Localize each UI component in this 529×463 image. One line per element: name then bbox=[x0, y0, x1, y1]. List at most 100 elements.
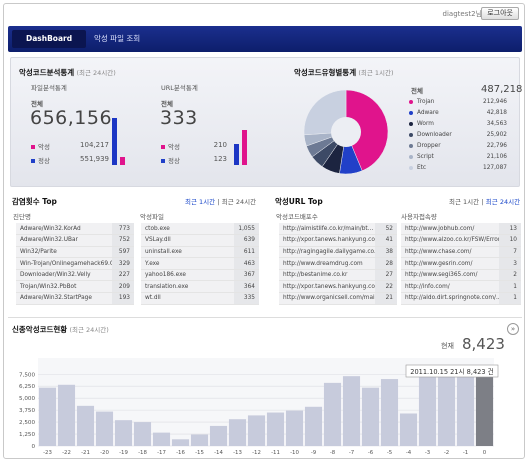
legend-dot-icon bbox=[409, 132, 413, 137]
infection-name-name[interactable]: Trojan/Win32.PbBot bbox=[16, 280, 112, 294]
url-access-name[interactable]: http://aldo.dirt.springnote.com/... bbox=[401, 292, 499, 305]
chart-bar[interactable] bbox=[38, 387, 57, 446]
infection-link-separator: | bbox=[217, 198, 220, 206]
url-access-row[interactable]: http://www.jobhub.com/13 bbox=[401, 223, 521, 236]
url-period-links: 최근 1시간 | 최근 24시간 bbox=[449, 196, 520, 206]
infection-file-count: 367 bbox=[234, 269, 259, 282]
infection-file-row[interactable]: uninstall.exe 611 bbox=[141, 246, 259, 259]
chart-bar[interactable] bbox=[456, 369, 475, 446]
infection-file-row[interactable]: translation.exe 364 bbox=[141, 280, 259, 294]
url-distribution-name[interactable]: http://www.organicsell.com/main.og... bbox=[279, 292, 375, 305]
chart-bar[interactable] bbox=[304, 406, 323, 446]
url-distribution-row[interactable]: http://ragingagile.dailygame.co.kr 38 bbox=[279, 246, 397, 259]
infection-name-name[interactable]: Adware/Win32.KorAd bbox=[16, 223, 112, 236]
chart-bar[interactable] bbox=[209, 425, 228, 446]
infection-name-row[interactable]: Win32/Parite 597 bbox=[16, 246, 134, 259]
url-distribution-row[interactable]: http://xpor.tanews.hankyung.com/...41 bbox=[279, 234, 397, 247]
url-access-row[interactable]: http://aldo.dirt.springnote.com/... 1 bbox=[401, 292, 521, 305]
url-access-name[interactable]: http://info.com/ bbox=[401, 280, 499, 294]
chart-bar[interactable] bbox=[437, 375, 456, 446]
infection-name-row[interactable]: Adware/Win32.StartPage 193 bbox=[16, 292, 134, 305]
chart-bar[interactable] bbox=[133, 422, 152, 446]
url-access-name[interactable]: http://www.alzoo.co.kr/FSW/Error... bbox=[401, 234, 499, 247]
infection-name-row[interactable]: Win-Trojan/Onlinegamehack69.Gen 329 bbox=[16, 257, 134, 270]
normal-marker-icon bbox=[31, 159, 35, 163]
url-distribution-row[interactable]: http://bestanime.co.kr 27 bbox=[279, 269, 397, 282]
chart-bar[interactable] bbox=[380, 379, 399, 446]
infection-file-name[interactable]: yahoo186.exe bbox=[141, 269, 235, 282]
infection-file-name[interactable]: Y.exe bbox=[141, 257, 235, 270]
infection-link-24h[interactable]: 최근 24시간 bbox=[221, 198, 257, 206]
url-distribution-name[interactable]: http://xpor.tanews.hankyung.com/... bbox=[279, 234, 375, 247]
infection-name-row[interactable]: Adware/Win32.UBar 752 bbox=[16, 234, 134, 247]
infection-file-row[interactable]: Y.exe 463 bbox=[141, 257, 259, 270]
y-tick-label: 6,250 bbox=[19, 384, 35, 390]
infection-file-row[interactable]: wt.dll 335 bbox=[141, 292, 259, 305]
url-access-row[interactable]: http://info.com/1 bbox=[401, 280, 521, 294]
more-arrow-icon[interactable]: » bbox=[507, 323, 519, 335]
chart-bar[interactable] bbox=[114, 420, 133, 446]
url-distribution-name[interactable]: http://xpor.tanews.hankyung.com/... bbox=[279, 280, 375, 294]
infection-name-name[interactable]: Win32/Parite bbox=[16, 246, 112, 259]
url-distribution-name[interactable]: http://bestanime.co.kr bbox=[279, 269, 375, 282]
infection-link-1h[interactable]: 최근 1시간 bbox=[185, 198, 216, 206]
url-access-row[interactable]: http://www.alzoo.co.kr/FSW/Error... 10 bbox=[401, 234, 521, 247]
url-link-24h[interactable]: 최근 24시간 bbox=[485, 198, 521, 206]
infection-file-name[interactable]: uninstall.exe bbox=[141, 246, 235, 259]
url-access-row[interactable]: http://www.segi365.com/2 bbox=[401, 269, 521, 282]
chart-tooltip-text: 2011.10.15 21시 8,423 건 bbox=[410, 367, 493, 376]
chart-bar[interactable] bbox=[361, 387, 380, 446]
url-distribution-row[interactable]: http://xpor.tanews.hankyung.com/...22 bbox=[279, 280, 397, 294]
file-malicious-row: 악성 104,217 bbox=[31, 141, 109, 151]
infection-name-row[interactable]: Adware/Win32.KorAd 773 bbox=[16, 223, 134, 236]
infection-file-row[interactable]: yahoo186.exe 367 bbox=[141, 269, 259, 282]
url-distribution-name[interactable]: http://ragingagile.dailygame.co.kr bbox=[279, 246, 375, 259]
infection-name-name[interactable]: Win-Trojan/Onlinegamehack69.Gen bbox=[16, 257, 112, 270]
url-access-name[interactable]: http://www.chase.com/ bbox=[401, 246, 499, 259]
chart-bar[interactable] bbox=[171, 439, 190, 446]
chart-bar[interactable] bbox=[323, 382, 342, 446]
infection-file-row[interactable]: VSLay.dll 639 bbox=[141, 234, 259, 247]
url-access-name[interactable]: http://www.jobhub.com/ bbox=[401, 223, 499, 236]
url-distribution-row[interactable]: http://aimistlife.co.kr/main/bt... 52 bbox=[279, 223, 397, 236]
tab-dashboard[interactable]: DashBoard bbox=[12, 30, 87, 48]
infection-file-name[interactable]: wt.dll bbox=[141, 292, 235, 305]
infection-file-row[interactable]: ctob.exe 1,055 bbox=[141, 223, 259, 236]
chart-bar[interactable] bbox=[285, 410, 304, 446]
chart-bar[interactable] bbox=[247, 415, 266, 446]
url-distribution-row[interactable]: http://www.organicsell.com/main.og...21 bbox=[279, 292, 397, 305]
url-access-row[interactable]: http://www.chase.com/7 bbox=[401, 246, 521, 259]
url-access-name[interactable]: http://www.gesrin.com/ bbox=[401, 257, 499, 270]
chart-bar[interactable] bbox=[228, 419, 247, 446]
infection-file-name[interactable]: translation.exe bbox=[141, 280, 235, 294]
infection-name-row[interactable]: Downloader/Win32.Velly 227 bbox=[16, 269, 134, 282]
url-access-row[interactable]: http://www.gesrin.com/3 bbox=[401, 257, 521, 270]
chart-bar[interactable] bbox=[342, 376, 361, 446]
chart-bar[interactable] bbox=[418, 377, 437, 446]
url-distribution-name[interactable]: http://aimistlife.co.kr/main/bt... bbox=[279, 223, 375, 236]
chart-bar[interactable] bbox=[152, 432, 171, 446]
x-tick-label: -12 bbox=[252, 450, 261, 456]
url-access-name[interactable]: http://www.segi365.com/ bbox=[401, 269, 499, 282]
x-tick-label: -23 bbox=[43, 450, 52, 456]
infection-name-name[interactable]: Adware/Win32.UBar bbox=[16, 234, 112, 247]
legend-dot-icon bbox=[409, 154, 413, 159]
tab-malicious-file-search[interactable]: 악성 파일 조회 bbox=[94, 34, 141, 43]
chart-bar[interactable] bbox=[76, 405, 95, 446]
chart-bar[interactable] bbox=[95, 411, 114, 446]
url-access-count: 13 bbox=[499, 223, 521, 236]
chart-bar[interactable] bbox=[190, 434, 209, 446]
url-link-1h[interactable]: 최근 1시간 bbox=[449, 198, 480, 206]
infection-name-name[interactable]: Downloader/Win32.Velly bbox=[16, 269, 112, 282]
url-distribution-row[interactable]: http://www.dreamdrug.com 28 bbox=[279, 257, 397, 270]
chart-bar[interactable] bbox=[266, 412, 285, 446]
chart-bar[interactable] bbox=[399, 413, 418, 446]
infection-file-name[interactable]: ctob.exe bbox=[141, 223, 235, 236]
infection-name-row[interactable]: Trojan/Win32.PbBot 209 bbox=[16, 280, 134, 294]
chart-bar[interactable] bbox=[475, 365, 494, 446]
infection-file-name[interactable]: VSLay.dll bbox=[141, 234, 235, 247]
chart-bar[interactable] bbox=[57, 384, 76, 446]
infection-name-name[interactable]: Adware/Win32.StartPage bbox=[16, 292, 112, 305]
logout-button[interactable]: 로그아웃 bbox=[481, 7, 519, 20]
url-distribution-name[interactable]: http://www.dreamdrug.com bbox=[279, 257, 375, 270]
